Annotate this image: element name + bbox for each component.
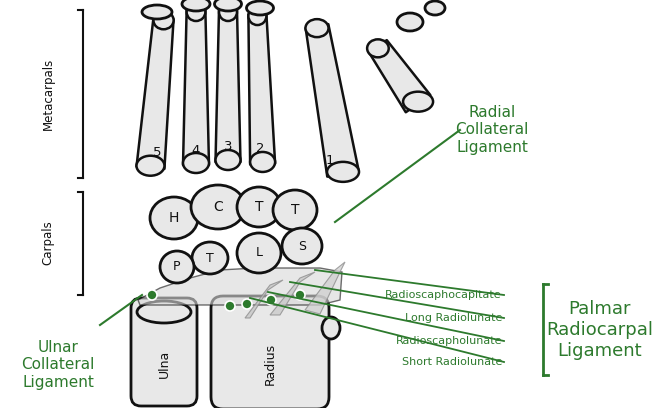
Text: Metacarpals: Metacarpals [42,58,54,130]
Text: 1: 1 [326,153,334,166]
Polygon shape [249,14,275,164]
Text: Long Radiolunate: Long Radiolunate [405,313,502,323]
Polygon shape [183,10,209,165]
Ellipse shape [150,197,198,239]
Ellipse shape [183,153,209,173]
Ellipse shape [215,0,241,11]
Ellipse shape [397,13,423,31]
Ellipse shape [425,1,445,15]
Text: S: S [298,239,306,253]
Polygon shape [215,10,241,162]
Polygon shape [305,24,359,177]
Ellipse shape [249,7,266,25]
Text: Radioscaphocapitate: Radioscaphocapitate [385,290,502,300]
Ellipse shape [142,5,172,19]
Ellipse shape [182,0,210,11]
Ellipse shape [247,1,274,15]
FancyBboxPatch shape [131,298,197,406]
Text: L: L [256,246,262,259]
Polygon shape [138,268,342,305]
Circle shape [225,301,235,311]
Ellipse shape [403,92,433,112]
Polygon shape [305,262,345,314]
Ellipse shape [322,317,340,339]
Text: Ulna: Ulna [157,350,171,378]
Ellipse shape [136,156,165,176]
Ellipse shape [160,251,194,283]
Text: 5: 5 [153,146,161,160]
Text: Radial
Collateral
Ligament: Radial Collateral Ligament [455,105,529,155]
Text: Palmar
Radiocarpal
Ligament: Palmar Radiocarpal Ligament [547,300,654,360]
Ellipse shape [186,3,206,21]
Text: Radioscapholunate: Radioscapholunate [395,336,502,346]
Text: T: T [254,200,263,214]
Polygon shape [270,272,315,315]
Polygon shape [137,18,174,169]
Ellipse shape [153,11,174,29]
Ellipse shape [237,187,281,227]
Ellipse shape [282,228,322,264]
Text: 4: 4 [192,144,200,157]
Text: C: C [213,200,223,214]
Circle shape [147,290,157,300]
Ellipse shape [327,162,359,182]
Text: Ulnar
Collateral
Ligament: Ulnar Collateral Ligament [21,340,95,390]
Ellipse shape [191,185,245,229]
Ellipse shape [192,242,228,274]
Text: Radius: Radius [264,343,276,385]
Ellipse shape [219,3,237,21]
Ellipse shape [273,190,317,230]
Text: Short Radiolunate: Short Radiolunate [402,357,502,367]
Ellipse shape [237,233,281,273]
Text: T: T [206,251,214,264]
Polygon shape [369,40,430,112]
Text: 3: 3 [224,140,232,153]
Ellipse shape [137,301,191,323]
Polygon shape [245,280,283,318]
Ellipse shape [250,152,275,172]
FancyBboxPatch shape [211,296,329,408]
Circle shape [242,299,252,309]
Circle shape [295,290,305,300]
Ellipse shape [305,19,329,37]
Text: P: P [173,260,180,273]
Text: T: T [291,203,299,217]
Ellipse shape [215,150,241,170]
Circle shape [266,295,276,305]
Text: H: H [169,211,179,225]
Text: 2: 2 [256,142,264,155]
Text: Carpals: Carpals [42,221,54,265]
Ellipse shape [367,39,389,58]
